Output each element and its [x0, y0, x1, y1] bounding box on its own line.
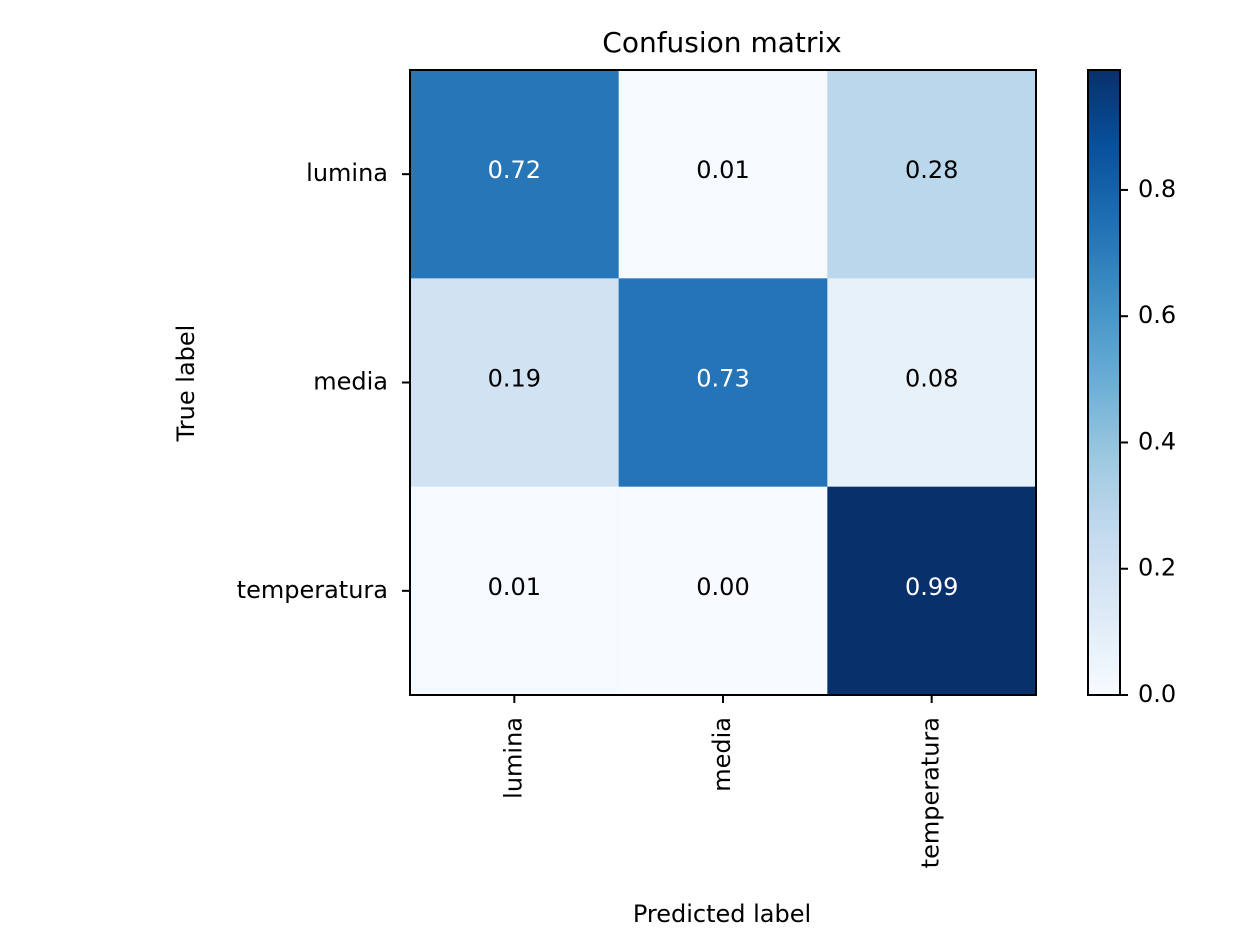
colorbar-tick-label: 0.0 [1138, 680, 1176, 708]
matrix-cell [410, 486, 620, 696]
matrix-cell [827, 70, 1037, 279]
cell-value-label: 0.08 [905, 365, 958, 393]
colorbar-tick-label: 0.4 [1138, 427, 1176, 455]
colorbar-tick-label: 0.8 [1138, 175, 1176, 203]
matrix-cell [827, 278, 1037, 488]
colorbar-ticks: 0.0 0.2 0.4 0.6 0.8 [1120, 175, 1176, 708]
y-axis-label: True label [172, 325, 200, 443]
x-axis-ticks: lumina media temperatura [499, 695, 945, 868]
x-tick-label: temperatura [917, 717, 945, 868]
cell-value-label: 0.72 [488, 156, 541, 184]
colorbar-tick-label: 0.6 [1138, 301, 1176, 329]
cell-value-label: 0.99 [905, 573, 958, 601]
cell-value-label: 0.01 [696, 156, 749, 184]
chart-title: Confusion matrix [602, 26, 841, 59]
matrix-cell [618, 70, 828, 279]
cell-value-label: 0.19 [488, 365, 541, 393]
matrix-cell [618, 278, 828, 488]
matrix-cell [827, 486, 1037, 696]
cell-value-label: 0.00 [696, 573, 749, 601]
colorbar-tick-label: 0.2 [1138, 554, 1176, 582]
y-tick-label: lumina [306, 159, 388, 187]
matrix-cell [410, 278, 620, 488]
y-tick-label: media [313, 368, 388, 396]
matrix-cell-labels: 0.72 0.01 0.28 0.19 0.73 0.08 0.01 0.00 0.99 [488, 156, 959, 601]
x-axis-label: Predicted label [633, 900, 811, 928]
matrix-cell [618, 486, 828, 696]
cell-value-label: 0.28 [905, 156, 958, 184]
cell-value-label: 0.73 [696, 365, 749, 393]
x-tick-label: media [708, 717, 736, 792]
cell-value-label: 0.01 [488, 573, 541, 601]
x-tick-label: lumina [499, 717, 527, 799]
colorbar [1087, 69, 1121, 696]
matrix-cell [410, 70, 620, 279]
y-tick-label: temperatura [237, 576, 388, 604]
matrix-cells [410, 70, 1037, 696]
y-axis-ticks: lumina media temperatura [237, 159, 410, 604]
